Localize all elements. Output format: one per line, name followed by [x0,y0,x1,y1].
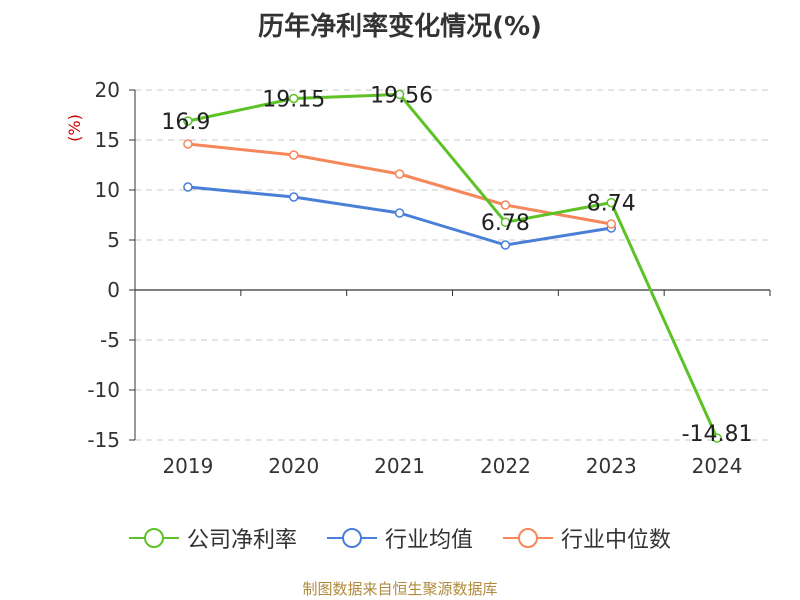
legend-label-company: 公司净利率 [186,528,297,553]
y-axis-label: (%) [65,114,84,142]
x-tick-label-2019: 2019 [162,454,213,478]
point-median-2019 [183,139,193,149]
point-median-2021 [394,169,405,179]
data-label-2023: 8.74 [587,192,636,217]
series-line-company [187,92,719,439]
point-company-2024 [712,433,722,443]
point-company-2023 [606,197,616,208]
chart-title: 历年净利率变化情况(%) [258,12,542,42]
x-tick-label-2022: 2022 [480,454,531,478]
y-tick-label-2: 10 [95,178,120,202]
legend-item-avg[interactable]: 行业均值 [326,522,473,554]
legend-item-median[interactable]: 行业中位数 [503,522,671,554]
x-tick-label-2020: 2020 [268,454,319,478]
point-avg-2019 [183,182,193,192]
point-median-2022 [500,200,511,210]
point-median-2020 [289,150,299,160]
y-tick-label-3: 5 [107,228,120,252]
data-label-2020: 19.15 [262,88,325,113]
point-company-2022 [500,217,511,227]
point-avg-2022 [500,240,511,250]
data-label-2021: 19.56 [370,83,433,108]
legend: 公司净利率 行业均值 行业中位数 [0,522,800,554]
legend-label-median: 行业中位数 [561,528,672,553]
legend-label-avg: 行业均值 [384,528,473,553]
point-company-2019 [183,116,193,126]
y-tick-label-7: -15 [87,428,120,452]
y-tick-label-1: 15 [95,128,120,152]
y-tick-label-0: 20 [95,78,120,102]
point-avg-2021 [394,208,405,218]
data-label-2022: 6.78 [481,211,530,236]
legend-swatch-avg-icon [326,528,377,548]
data-source-note: 制图数据来自恒生聚源数据库 [302,580,498,598]
legend-swatch-median-icon [503,528,553,548]
point-company-2021 [394,89,405,100]
y-tick-label-6: -10 [87,378,120,402]
data-label-2019: 16.9 [161,110,210,135]
point-company-2020 [289,93,299,104]
y-tick-label-5: -5 [100,328,120,352]
y-tick-label-4: 0 [107,278,120,302]
x-tick-label-2021: 2021 [374,454,425,478]
data-label-2024: -14.81 [682,422,753,447]
x-tick-label-2024: 2024 [692,454,743,478]
legend-swatch-company-icon [128,528,179,548]
point-median-2023 [606,219,616,229]
legend-item-company[interactable]: 公司净利率 [128,522,297,554]
x-tick-label-2023: 2023 [586,454,637,478]
point-avg-2020 [289,192,299,202]
